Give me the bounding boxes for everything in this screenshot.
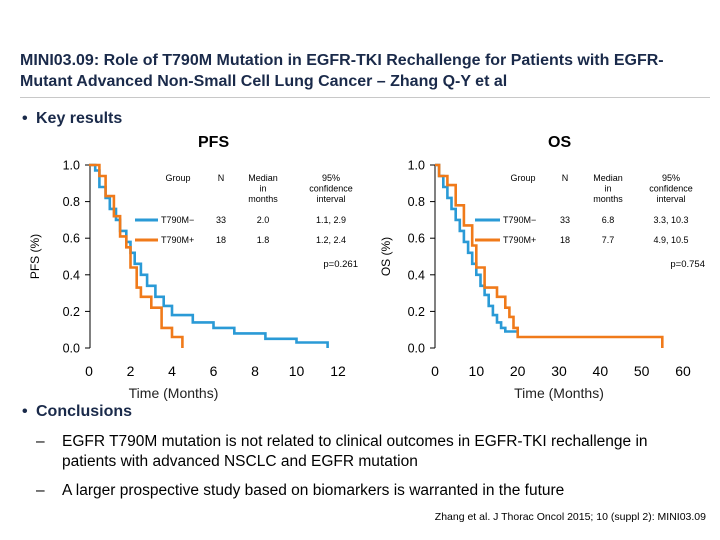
os-y-tick-label: 1.0 [408, 159, 425, 173]
pfs-curve-neg [89, 163, 329, 348]
slide-title: MINI03.09: Role of T790M Mutation in EGF… [20, 52, 664, 90]
os-curve-pos [435, 163, 664, 348]
conclusion-text: A larger prospective study based on biom… [62, 482, 565, 499]
pfs-x-tick-label: 10 [289, 363, 305, 379]
os-x-tick-label: 60 [675, 363, 691, 379]
pfs-chart: 0.0 0.2 0.4 0.6 0.8 1.0 0 2 4 6 8 10 12 Time (Months)… [28, 159, 358, 402]
os-table-header: N [562, 173, 569, 183]
pfs-x-tick-label: 0 [85, 363, 93, 379]
pfs-table-header: Median [248, 173, 278, 183]
os-y-tick-label: 0.4 [408, 268, 425, 282]
pfs-table-cell: 1.1, 2.9 [316, 215, 346, 225]
pfs-y-tick-label: 0.6 [63, 232, 80, 246]
pfs-table-cell: 1.2, 2.4 [316, 235, 346, 245]
os-table-header: 95% [662, 173, 680, 183]
os-y-tick-label: 0.6 [408, 232, 425, 246]
pfs-table-cell: 18 [216, 235, 226, 245]
os-curve-neg [435, 163, 518, 333]
os-panel-title: OS [548, 134, 572, 151]
os-y-tick-label: 0.8 [408, 195, 425, 209]
os-table-header: confidence [649, 184, 693, 194]
pfs-table-header: confidence [309, 184, 353, 194]
pfs-x-tick-label: 4 [168, 363, 176, 379]
conclusions-label: Conclusions [36, 403, 133, 420]
os-x-tick-label: 10 [469, 363, 485, 379]
os-table-header: interval [656, 194, 685, 204]
os-table-cell: 4.9, 10.5 [653, 235, 688, 245]
bullet-icon: • [22, 403, 28, 420]
key-results-heading: • Key results [22, 110, 122, 128]
bullet-icon: • [22, 110, 28, 127]
os-x-tick-label: 40 [593, 363, 609, 379]
pfs-p-value: p=0.261 [323, 259, 358, 270]
citation: Zhang et al. J Thorac Oncol 2015; 10 (su… [434, 511, 706, 523]
os-x-tick-label: 0 [431, 363, 439, 379]
os-table-header: Median [593, 173, 623, 183]
os-table-cell: 18 [560, 235, 570, 245]
pfs-x-tick-label: 8 [251, 363, 259, 379]
os-chart: 0.0 0.2 0.4 0.6 0.8 1.0 0 10 20 30 40 50 60 Time (Mon… [379, 159, 705, 402]
pfs-y-tick-label: 0.4 [63, 268, 80, 282]
pfs-table-header: interval [316, 194, 345, 204]
pfs-table-cell: T790M+ [161, 235, 194, 245]
os-table-header: months [593, 194, 623, 204]
pfs-table-header: Group [165, 173, 190, 183]
key-results-label: Key results [36, 110, 123, 127]
conclusion-item-2: – A larger prospective study based on bi… [36, 481, 696, 501]
pfs-x-tick-label: 2 [127, 363, 135, 379]
os-table-cell: 33 [560, 215, 570, 225]
pfs-table-header: 95% [322, 173, 340, 183]
conclusion-text: EGFR T790M mutation is not related to cl… [62, 433, 648, 470]
pfs-panel-title: PFS [198, 134, 230, 151]
os-table-cell: 3.3, 10.3 [653, 215, 688, 225]
os-table-cell: T790M+ [503, 235, 536, 245]
os-y-axis-label: OS (%) [379, 237, 393, 276]
os-table-header: Group [510, 173, 535, 183]
os-table-cell: 6.8 [602, 215, 615, 225]
os-table-cell: 7.7 [602, 235, 615, 245]
pfs-curve-pos [89, 163, 184, 348]
os-y-tick-label: 0.2 [408, 305, 425, 319]
os-table-cell: T790M− [503, 215, 536, 225]
os-x-tick-label: 30 [551, 363, 567, 379]
os-x-axis-label: Time (Months) [514, 385, 604, 401]
pfs-table-header: months [248, 194, 278, 204]
os-x-tick-label: 50 [634, 363, 650, 379]
pfs-table-cell: 1.8 [257, 235, 270, 245]
os-y-tick-label: 0.0 [408, 342, 425, 356]
pfs-x-axis-label: Time (Months) [129, 385, 219, 401]
conclusions-heading: • Conclusions [22, 403, 132, 421]
pfs-y-tick-label: 0.2 [63, 305, 80, 319]
dash-icon: – [36, 433, 45, 450]
pfs-table-cell: 2.0 [257, 215, 270, 225]
pfs-table-cell: T790M− [161, 215, 194, 225]
pfs-table-header: N [218, 173, 225, 183]
pfs-x-tick-label: 6 [210, 363, 218, 379]
pfs-y-tick-label: 1.0 [63, 159, 80, 173]
conclusion-item-1: – EGFR T790M mutation is not related to … [36, 432, 676, 472]
dash-icon: – [36, 482, 45, 499]
pfs-y-tick-label: 0.8 [63, 195, 80, 209]
title-divider [20, 97, 710, 98]
os-p-value: p=0.754 [670, 259, 705, 270]
pfs-x-tick-label: 12 [330, 363, 346, 379]
pfs-table-header: in [259, 184, 266, 194]
pfs-table-cell: 33 [216, 215, 226, 225]
os-table-header: in [604, 184, 611, 194]
pfs-y-axis-label: PFS (%) [28, 234, 42, 279]
os-x-tick-label: 20 [510, 363, 526, 379]
pfs-y-tick-label: 0.0 [63, 342, 80, 356]
